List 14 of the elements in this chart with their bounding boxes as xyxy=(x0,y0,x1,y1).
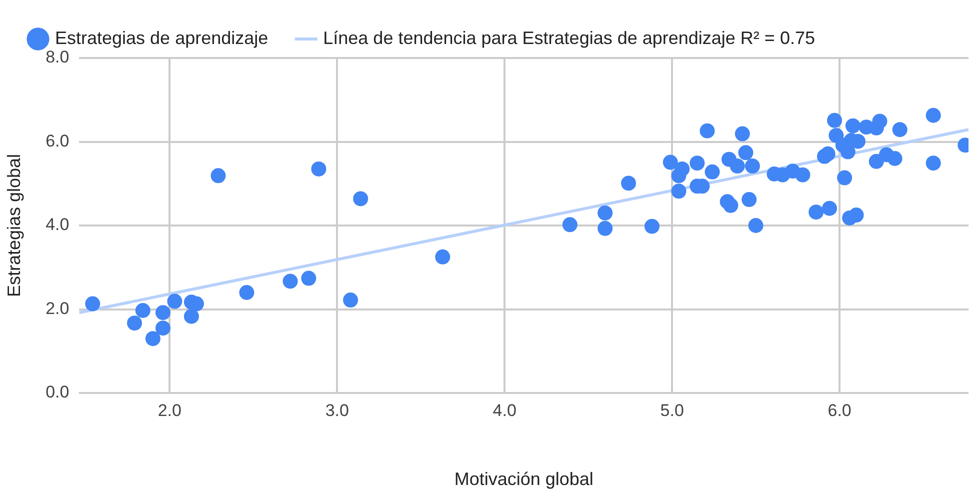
y-tick-label: 4.0 xyxy=(46,215,70,234)
legend-label: Estrategias de aprendizaje xyxy=(55,28,268,48)
x-tick-label: 2.0 xyxy=(158,400,182,420)
y-tick-label: 8.0 xyxy=(46,48,70,67)
x-tick-label: 4.0 xyxy=(492,400,516,420)
legend-label: Línea de tendencia para Estrategias de aprendizaje R² = 0.75 xyxy=(323,28,815,48)
y-tick-label: 6.0 xyxy=(46,131,70,150)
x-tick-label: 6.0 xyxy=(828,400,852,420)
x-axis-title: Motivación global xyxy=(454,469,594,490)
y-tick-label: 0.0 xyxy=(46,382,70,402)
x-tick-label: 3.0 xyxy=(325,400,349,420)
y-tick-label: 2.0 xyxy=(46,298,70,318)
y-axis-title: Estrategias global xyxy=(4,154,24,298)
x-tick-label: 5.0 xyxy=(660,400,684,420)
